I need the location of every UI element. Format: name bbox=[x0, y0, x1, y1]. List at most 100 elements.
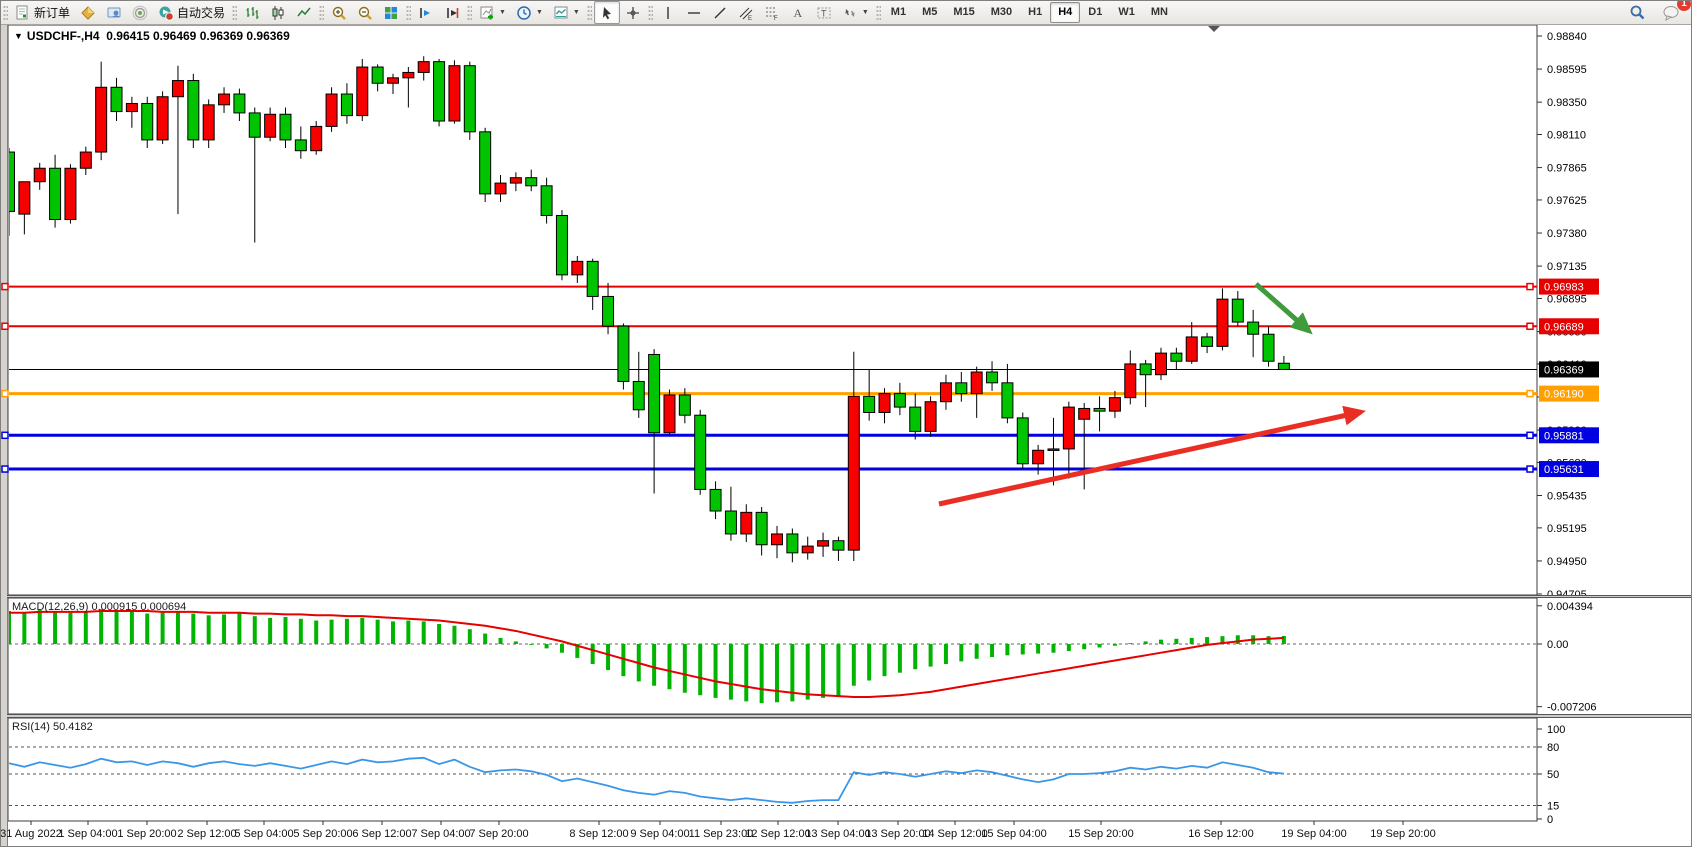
zoom-out-button[interactable] bbox=[352, 1, 378, 24]
new-order-label: 新订单 bbox=[34, 6, 71, 20]
signals-button[interactable] bbox=[127, 1, 153, 24]
toolbar-grip[interactable] bbox=[467, 4, 473, 21]
horizontal-line-button[interactable] bbox=[681, 1, 707, 24]
timeframe-button-MN[interactable]: MN bbox=[1150, 6, 1168, 18]
svg-text:15: 15 bbox=[1547, 801, 1559, 813]
timeframe-button-M30[interactable]: M30 bbox=[990, 6, 1013, 18]
chart-symbol-period: USDCHF-,H4 bbox=[26, 29, 100, 43]
cursor-icon bbox=[599, 5, 615, 21]
timeframe-group: M1 M5 M15 M30 H1 H4 D1 W1 MN bbox=[883, 2, 1176, 23]
chevron-down-icon: ▼ bbox=[535, 9, 543, 16]
auto-scroll-button[interactable] bbox=[413, 1, 439, 24]
indicators-button[interactable]: ▼ bbox=[474, 1, 511, 24]
new-order-button[interactable]: 新订单 bbox=[10, 1, 75, 24]
rsi-indicator-label: RSI(14) 50.4182 bbox=[12, 721, 93, 733]
fibonacci-button[interactable]: F bbox=[759, 1, 785, 24]
bar-chart-button[interactable] bbox=[239, 1, 265, 24]
auto-trading-label: 自动交易 bbox=[177, 6, 226, 20]
svg-text:0.96190: 0.96190 bbox=[1544, 389, 1584, 401]
svg-text:16 Sep 12:00: 16 Sep 12:00 bbox=[1188, 828, 1253, 840]
signals-icon bbox=[132, 5, 148, 21]
timeframe-button-D1[interactable]: D1 bbox=[1088, 6, 1103, 18]
svg-text:0.97380: 0.97380 bbox=[1547, 228, 1587, 240]
timeframe-button-H1[interactable]: H1 bbox=[1028, 6, 1043, 18]
timeframe-button-M5[interactable]: M5 bbox=[922, 6, 938, 18]
toolbar-grip[interactable] bbox=[406, 4, 412, 21]
svg-text:12 Sep 12:00: 12 Sep 12:00 bbox=[745, 828, 810, 840]
svg-text:0.98840: 0.98840 bbox=[1547, 31, 1587, 43]
svg-text:0.96689: 0.96689 bbox=[1544, 321, 1584, 333]
svg-text:6 Sep 12:00: 6 Sep 12:00 bbox=[352, 828, 411, 840]
chat-icon bbox=[1662, 5, 1680, 21]
rsi-pane bbox=[9, 746, 1536, 806]
toolbar-grip[interactable] bbox=[875, 4, 881, 21]
toolbar-grip[interactable] bbox=[319, 4, 325, 21]
timeframe-button-M1[interactable]: M1 bbox=[890, 6, 907, 18]
crosshair-button[interactable] bbox=[620, 1, 646, 24]
tile-windows-button[interactable] bbox=[378, 1, 404, 24]
arrows-tool-button[interactable]: ▼ bbox=[837, 1, 874, 24]
periods-button[interactable]: ▼ bbox=[511, 1, 548, 24]
svg-text:15 Sep 20:00: 15 Sep 20:00 bbox=[1068, 828, 1133, 840]
candlestick-chart-icon bbox=[270, 5, 286, 21]
svg-text:100: 100 bbox=[1547, 724, 1565, 736]
text-button[interactable]: A bbox=[785, 1, 811, 24]
auto-trading-button[interactable]: 自动交易 bbox=[153, 1, 230, 24]
chart-title: ▼ USDCHF-,H4 0.96415 0.96469 0.96369 0.96… bbox=[14, 29, 290, 43]
text-label-button[interactable]: T bbox=[811, 1, 837, 24]
chart-ohlc-values: 0.96415 0.96469 0.96369 0.96369 bbox=[106, 29, 290, 43]
svg-text:0.95435: 0.95435 bbox=[1547, 490, 1587, 502]
cursor-button[interactable] bbox=[593, 1, 620, 24]
toolbar-grip[interactable] bbox=[3, 4, 8, 21]
svg-text:14 Sep 12:00: 14 Sep 12:00 bbox=[922, 828, 987, 840]
svg-text:E: E bbox=[748, 16, 752, 21]
timeframe-button-H4[interactable]: H4 bbox=[1050, 2, 1081, 23]
toolbar-grip[interactable] bbox=[647, 4, 653, 21]
virtual-hosting-icon bbox=[106, 5, 122, 21]
chart-shift-button[interactable] bbox=[439, 1, 465, 24]
svg-text:13 Sep 20:00: 13 Sep 20:00 bbox=[865, 828, 930, 840]
toolbar-grip[interactable] bbox=[586, 4, 592, 21]
svg-text:0.98595: 0.98595 bbox=[1547, 64, 1587, 76]
fibonacci-icon: F bbox=[764, 5, 780, 21]
svg-text:13 Sep 04:00: 13 Sep 04:00 bbox=[805, 828, 870, 840]
price-axis[interactable] bbox=[1538, 25, 1691, 821]
line-chart-button[interactable] bbox=[291, 1, 317, 24]
svg-text:0.97135: 0.97135 bbox=[1547, 261, 1587, 273]
horizontal-line-icon bbox=[686, 5, 702, 21]
svg-text:1 Sep 20:00: 1 Sep 20:00 bbox=[117, 828, 176, 840]
equidistant-channel-button[interactable]: E bbox=[733, 1, 759, 24]
svg-text:31 Aug 2022: 31 Aug 2022 bbox=[1, 828, 62, 840]
svg-text:A: A bbox=[793, 6, 802, 20]
templates-icon bbox=[553, 5, 569, 21]
rsi-axis-ticks: 100 80 50 150 bbox=[1537, 724, 1565, 826]
zoom-in-icon bbox=[331, 5, 347, 21]
svg-text:0.98350: 0.98350 bbox=[1547, 97, 1587, 109]
svg-text:0.95631: 0.95631 bbox=[1544, 464, 1584, 476]
virtual-hosting-button[interactable] bbox=[101, 1, 127, 24]
market-button[interactable] bbox=[75, 1, 101, 24]
svg-text:7 Sep 20:00: 7 Sep 20:00 bbox=[469, 828, 528, 840]
chevron-down-icon: ▼ bbox=[572, 9, 580, 16]
time-axis[interactable] bbox=[1, 822, 1691, 846]
templates-button[interactable]: ▼ bbox=[548, 1, 585, 24]
search-button[interactable] bbox=[1624, 1, 1651, 24]
svg-text:0.96983: 0.96983 bbox=[1544, 282, 1584, 294]
candlestick-chart-button[interactable] bbox=[265, 1, 291, 24]
chart-dropdown-icon: ▼ bbox=[14, 31, 23, 41]
green-down-arrow bbox=[1254, 282, 1313, 335]
toolbar-grip[interactable] bbox=[232, 4, 238, 21]
zoom-in-button[interactable] bbox=[326, 1, 352, 24]
vertical-line-button[interactable] bbox=[655, 1, 681, 24]
svg-text:11 Sep 23:00: 11 Sep 23:00 bbox=[689, 828, 754, 840]
timeframe-button-W1[interactable]: W1 bbox=[1118, 6, 1135, 18]
trendline-button[interactable] bbox=[707, 1, 733, 24]
timeframe-button-M15[interactable]: M15 bbox=[953, 6, 975, 18]
equidistant-channel-icon: E bbox=[738, 5, 754, 21]
vertical-line-icon bbox=[660, 5, 676, 21]
periods-clock-icon bbox=[516, 5, 532, 21]
notifications-button[interactable]: 1 bbox=[1657, 1, 1691, 24]
auto-trading-icon bbox=[158, 5, 174, 21]
